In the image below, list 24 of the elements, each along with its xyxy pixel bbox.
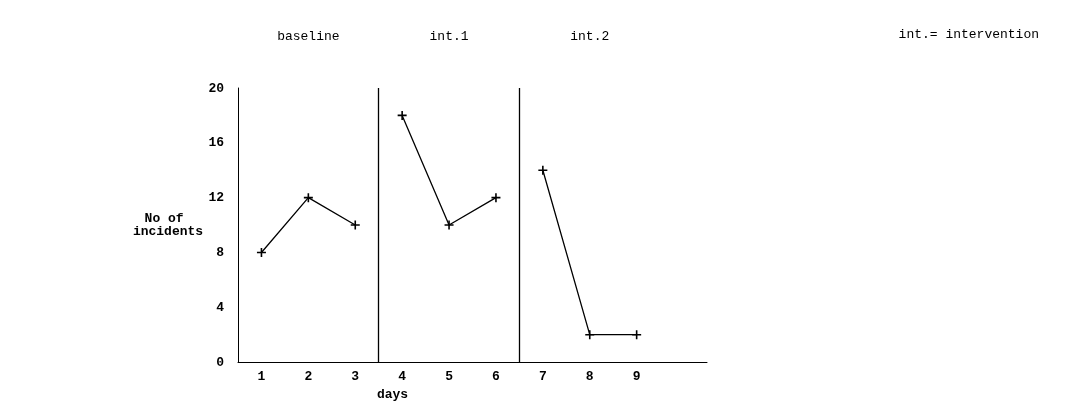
y-tick-label: 8 [216,244,225,260]
text: int.2 [570,28,610,44]
y-tick-label: 0 [216,354,225,370]
point [443,219,455,231]
point [537,164,549,176]
x-tick-label: 4 [398,369,407,385]
x-tick-label: 6 [492,369,501,385]
y-tick-label: 20 [208,80,225,96]
text: int.1 [429,28,469,44]
text: int.= intervention [898,27,1040,42]
y-tick-label: 16 [208,135,225,151]
x-axis-title: days [376,387,409,402]
x-tick-label: 8 [585,369,594,385]
y-tick-label: 4 [216,299,225,315]
point [349,219,361,231]
x-tick-label: 9 [632,369,641,385]
x-tick-label: 3 [351,369,360,385]
y-axis-title: No of incidents [132,211,204,240]
y-tick-label: 12 [208,190,225,206]
text: baseline [277,28,340,44]
x-tick-label: 1 [257,369,266,385]
x-tick-label: 7 [538,369,547,385]
x-tick-label: 5 [445,369,454,385]
x-tick-label: 2 [304,369,313,385]
